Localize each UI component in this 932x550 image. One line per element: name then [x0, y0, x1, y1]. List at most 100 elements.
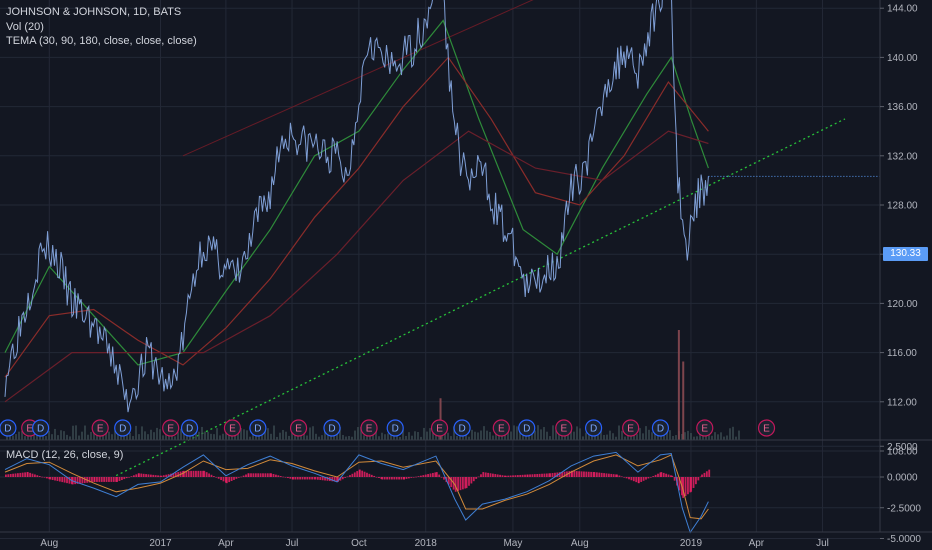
macd-histogram-bar: [140, 473, 143, 477]
macd-histogram-bar: [568, 471, 571, 477]
volume-bar: [216, 428, 218, 440]
volume-bar: [165, 434, 167, 440]
macd-histogram-bar: [63, 477, 66, 483]
volume-bar: [60, 430, 62, 440]
volume-bar: [717, 434, 719, 440]
volume-bar: [312, 426, 314, 440]
earnings-event[interactable]: [360, 419, 378, 437]
macd-histogram-bar: [652, 476, 655, 477]
macd-histogram-bar: [316, 477, 319, 480]
macd-histogram-bar: [125, 477, 128, 479]
macd-legend[interactable]: MACD (12, 26, close, 9): [6, 448, 123, 462]
earnings-event[interactable]: [91, 419, 109, 437]
earnings-event[interactable]: [757, 419, 776, 437]
volume-legend[interactable]: Vol (20): [6, 20, 44, 34]
volume-bar: [489, 431, 491, 440]
dividend-event[interactable]: [453, 419, 471, 437]
macd-histogram-bar: [571, 470, 573, 477]
macd-histogram-bar: [386, 477, 389, 480]
macd-histogram-bar: [642, 477, 645, 481]
volume-bar: [93, 430, 95, 440]
dividend-event[interactable]: [180, 419, 199, 437]
dividend-event[interactable]: [0, 419, 17, 437]
macd-histogram-bar: [512, 475, 514, 477]
macd-histogram-bar: [603, 473, 605, 477]
symbol-legend[interactable]: JOHNSON & JOHNSON, 1D, BATS: [6, 5, 181, 19]
volume-bar: [444, 433, 446, 440]
dividend-event[interactable]: [32, 419, 50, 437]
trendline-support[interactable]: [115, 118, 846, 477]
macd-histogram-bar: [549, 473, 552, 477]
macd-histogram-bar: [645, 477, 647, 480]
macd-histogram-bar: [66, 477, 68, 484]
macd-histogram-bar: [12, 473, 14, 477]
volume-bar: [24, 436, 26, 440]
event-label: E: [97, 424, 104, 435]
volume-bar: [582, 436, 584, 440]
macd-histogram-bar: [160, 475, 163, 477]
macd-histogram-bar: [192, 470, 195, 477]
macd-histogram-bar: [649, 477, 652, 478]
macd-histogram-bar: [618, 475, 621, 477]
macd-histogram-bar: [79, 477, 81, 484]
macd-histogram-bar: [159, 475, 162, 477]
macd-histogram-bar: [308, 477, 311, 480]
macd-histogram-bar: [615, 474, 617, 477]
macd-histogram-bar: [690, 477, 693, 492]
macd-histogram-bar: [324, 477, 326, 481]
macd-histogram-bar: [250, 473, 252, 477]
macd-histogram-bar: [183, 470, 185, 477]
earnings-event[interactable]: [696, 419, 714, 437]
dividend-event[interactable]: [651, 419, 670, 437]
earnings-event[interactable]: [223, 419, 242, 437]
event-label: E: [436, 424, 443, 435]
volume-bar: [615, 436, 617, 440]
tema-legend[interactable]: TEMA (30, 90, 180, close, close, close): [6, 34, 197, 48]
earnings-event[interactable]: [555, 419, 573, 437]
macd-histogram-bar: [695, 477, 697, 485]
earnings-event[interactable]: [289, 419, 308, 437]
y-tick-label: 116.00: [887, 348, 917, 359]
volume-bar: [108, 431, 110, 440]
macd-histogram-bar: [337, 477, 339, 482]
macd-histogram-bar: [289, 477, 292, 479]
event-label: D: [392, 424, 399, 435]
macd-histogram-bar: [38, 476, 41, 477]
macd-histogram-bar: [380, 477, 383, 480]
macd-histogram-bar: [264, 473, 267, 477]
earnings-event[interactable]: [430, 419, 449, 437]
tema-line-3: [4, 130, 709, 403]
trendline-resistance[interactable]: [182, 0, 845, 157]
macd-histogram-bar: [98, 477, 101, 482]
macd-histogram-bar: [130, 476, 133, 477]
volume-bar: [225, 427, 227, 440]
dividend-event[interactable]: [386, 419, 404, 437]
dividend-event[interactable]: [249, 419, 267, 437]
volume-bar: [429, 428, 431, 440]
volume-bar: [336, 434, 338, 440]
macd-histogram-bar: [100, 477, 103, 482]
dividend-event[interactable]: [584, 419, 603, 437]
macd-histogram-bar: [190, 470, 193, 477]
price-line[interactable]: [4, 0, 709, 413]
event-label: D: [37, 424, 44, 435]
macd-histogram-bar: [7, 474, 10, 477]
macd-histogram-bar: [17, 473, 19, 477]
dividend-event[interactable]: [518, 419, 536, 437]
earnings-event[interactable]: [162, 419, 180, 437]
earnings-event[interactable]: [492, 419, 510, 437]
macd-histogram-bar: [76, 477, 79, 484]
earnings-event[interactable]: [622, 419, 640, 437]
volume-bar: [603, 434, 605, 440]
volume-bar: [342, 434, 344, 440]
dividend-event[interactable]: [114, 419, 132, 437]
volume-bar: [318, 436, 320, 440]
macd-histogram-bar: [438, 474, 441, 477]
dividend-event[interactable]: [323, 419, 341, 437]
macd-histogram-bar: [142, 473, 145, 477]
macd-histogram-bar: [598, 472, 601, 477]
macd-histogram-bar: [269, 473, 272, 477]
